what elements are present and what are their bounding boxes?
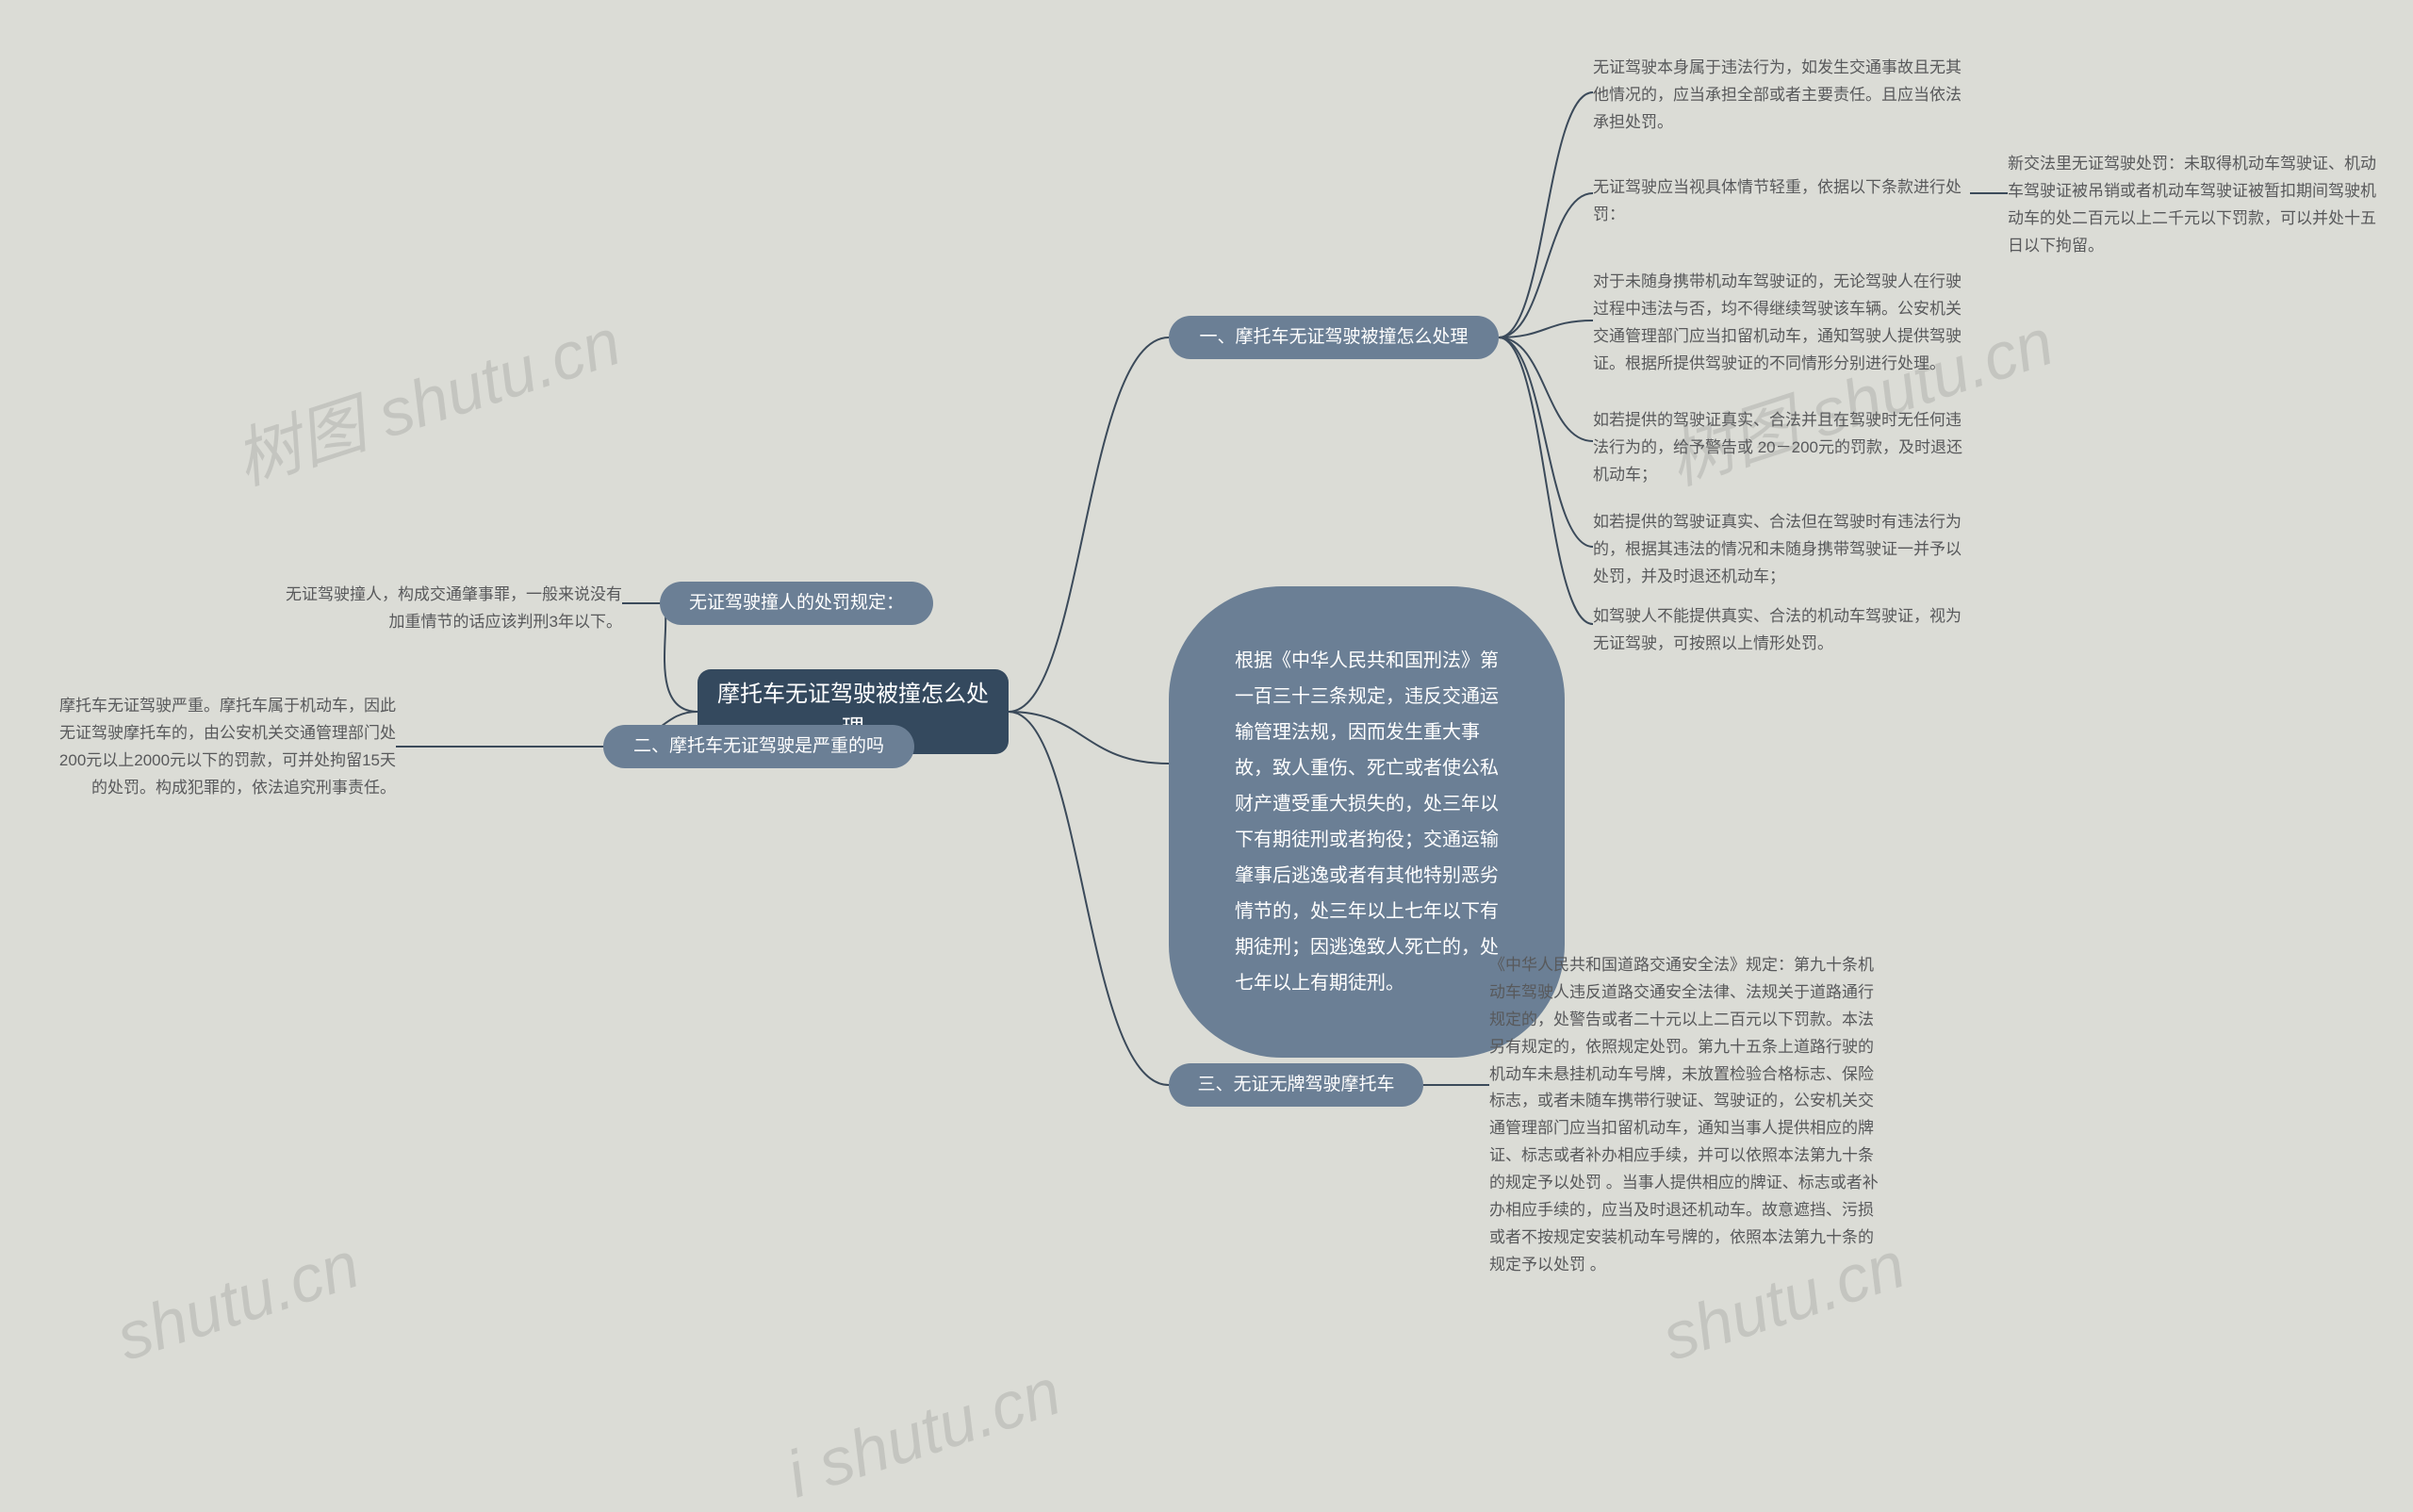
leaf-node[interactable]: 无证驾驶本身属于违法行为，如发生交通事故且无其他情况的，应当承担全部或者主要责任… (1593, 55, 1970, 137)
leaf-node[interactable]: 新交法里无证驾驶处罚：未取得机动车驾驶证、机动车驾驶证被吊销或者机动车驾驶证被暂… (2008, 151, 2385, 260)
leaf-node[interactable]: 如若提供的驾驶证真实、合法但在驾驶时有违法行为的，根据其违法的情况和未随身携带驾… (1593, 509, 1970, 591)
leaf-node[interactable]: 如驾驶人不能提供真实、合法的机动车驾驶证，视为无证驾驶，可按照以上情形处罚。 (1593, 603, 1970, 658)
branch-3[interactable]: 三、无证无牌驾驶摩托车 (1169, 1063, 1423, 1107)
branch-2[interactable]: 二、摩托车无证驾驶是严重的吗 (603, 725, 914, 768)
branch-1[interactable]: 一、摩托车无证驾驶被撞怎么处理 (1169, 316, 1499, 359)
leaf-node[interactable]: 如若提供的驾驶证真实、合法并且在驾驶时无任何违法行为的，给予警告或 20－200… (1593, 407, 1970, 489)
leaf-node[interactable]: 无证驾驶撞人，构成交通肇事罪，一般来说没有加重情节的话应该判刑3年以下。 (273, 582, 622, 636)
leaf-node[interactable]: 《中华人民共和国道路交通安全法》规定：第九十条机动车驾驶人违反道路交通安全法律、… (1489, 952, 1885, 1279)
mindmap-canvas: 树图 shutu.cn 树图 shutu.cn shutu.cn i shutu… (0, 0, 2413, 1460)
branch-penalty[interactable]: 无证驾驶撞人的处罚规定： (660, 582, 933, 625)
leaf-node[interactable]: 摩托车无证驾驶严重。摩托车属于机动车，因此无证驾驶摩托车的，由公安机关交通管理部… (47, 693, 396, 802)
leaf-node[interactable]: 无证驾驶应当视具体情节轻重，依据以下条款进行处罚： (1593, 174, 1970, 229)
leaf-node[interactable]: 对于未随身携带机动车驾驶证的，无论驾驶人在行驶过程中违法与否，均不得继续驾驶该车… (1593, 269, 1970, 378)
